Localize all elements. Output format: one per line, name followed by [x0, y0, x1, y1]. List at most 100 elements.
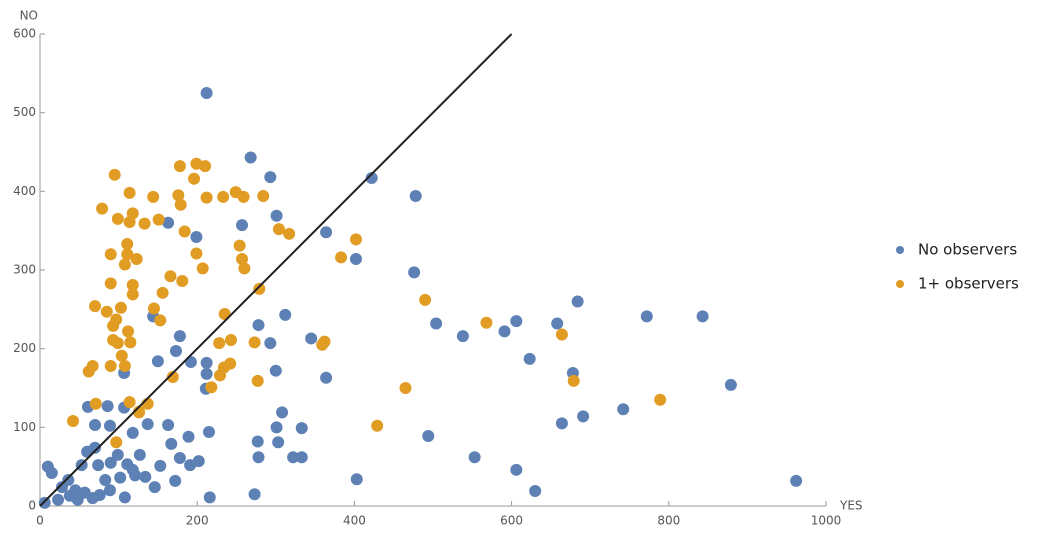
point — [100, 305, 113, 318]
point — [123, 186, 136, 199]
point — [318, 335, 331, 348]
x-axis-label: YES — [839, 499, 863, 513]
point — [147, 190, 160, 203]
x-tick-label: 400 — [343, 514, 366, 528]
point — [252, 319, 265, 332]
point — [101, 400, 114, 413]
point — [118, 491, 131, 504]
point — [510, 463, 523, 476]
point — [118, 359, 131, 372]
point — [430, 317, 443, 330]
point — [169, 345, 182, 358]
point — [45, 466, 58, 479]
point — [89, 397, 102, 410]
point — [480, 316, 493, 329]
point — [123, 216, 136, 229]
point — [200, 87, 213, 99]
point — [555, 417, 568, 430]
y-tick-label: 600 — [13, 27, 36, 41]
point — [104, 248, 117, 261]
point — [103, 484, 116, 497]
point — [111, 448, 124, 461]
y-tick-label: 200 — [13, 341, 36, 355]
point — [200, 367, 213, 380]
point — [173, 452, 186, 465]
point — [121, 458, 134, 471]
point — [409, 190, 422, 203]
point — [148, 481, 161, 494]
point — [200, 191, 213, 204]
point — [213, 337, 226, 350]
point — [555, 328, 568, 341]
point — [236, 219, 249, 232]
point — [107, 319, 120, 332]
point — [123, 396, 136, 409]
point — [110, 436, 123, 449]
point — [166, 370, 179, 383]
point — [202, 426, 215, 439]
point — [238, 262, 251, 275]
point — [571, 295, 584, 308]
point — [104, 277, 117, 290]
point — [468, 451, 481, 464]
point — [129, 469, 142, 482]
point — [141, 418, 154, 431]
point — [103, 419, 116, 432]
point — [422, 429, 435, 442]
point — [93, 488, 106, 501]
point — [248, 488, 261, 501]
point — [114, 301, 127, 314]
point — [173, 160, 186, 173]
point — [165, 437, 178, 450]
point — [126, 288, 139, 301]
point — [251, 435, 264, 448]
point — [174, 198, 187, 211]
point — [529, 485, 542, 498]
y-tick-label: 500 — [13, 105, 36, 119]
point — [96, 202, 109, 215]
point — [173, 330, 186, 343]
point — [349, 233, 362, 246]
point — [617, 403, 630, 416]
point — [69, 484, 82, 497]
point — [551, 317, 564, 330]
legend: No observers 1+ observers — [896, 241, 1019, 293]
point — [176, 275, 189, 288]
point — [154, 314, 167, 327]
x-tick-label: 800 — [657, 514, 680, 528]
point — [92, 459, 105, 472]
point — [408, 266, 421, 279]
point — [236, 252, 249, 265]
point — [217, 190, 230, 203]
point — [147, 302, 160, 315]
point — [172, 189, 185, 202]
point — [190, 247, 203, 260]
point — [237, 190, 250, 203]
point — [118, 258, 131, 271]
point — [164, 270, 177, 283]
y-tick-label: 400 — [13, 184, 36, 198]
y-axis-label: NO — [20, 9, 38, 23]
point — [276, 406, 289, 419]
point — [264, 337, 277, 350]
point — [272, 436, 285, 449]
point — [104, 456, 117, 469]
point — [162, 418, 175, 431]
point — [640, 310, 653, 323]
point — [196, 262, 209, 275]
point — [567, 374, 580, 387]
legend-marker — [896, 280, 904, 288]
point — [399, 382, 412, 394]
point — [253, 282, 266, 295]
point — [272, 223, 285, 236]
point — [52, 493, 65, 506]
point — [156, 286, 169, 299]
point — [138, 217, 151, 230]
point — [182, 430, 195, 443]
point — [724, 378, 737, 391]
point — [124, 336, 137, 349]
legend-marker — [896, 246, 904, 254]
point — [224, 334, 237, 347]
point — [371, 419, 384, 432]
point — [257, 190, 270, 203]
